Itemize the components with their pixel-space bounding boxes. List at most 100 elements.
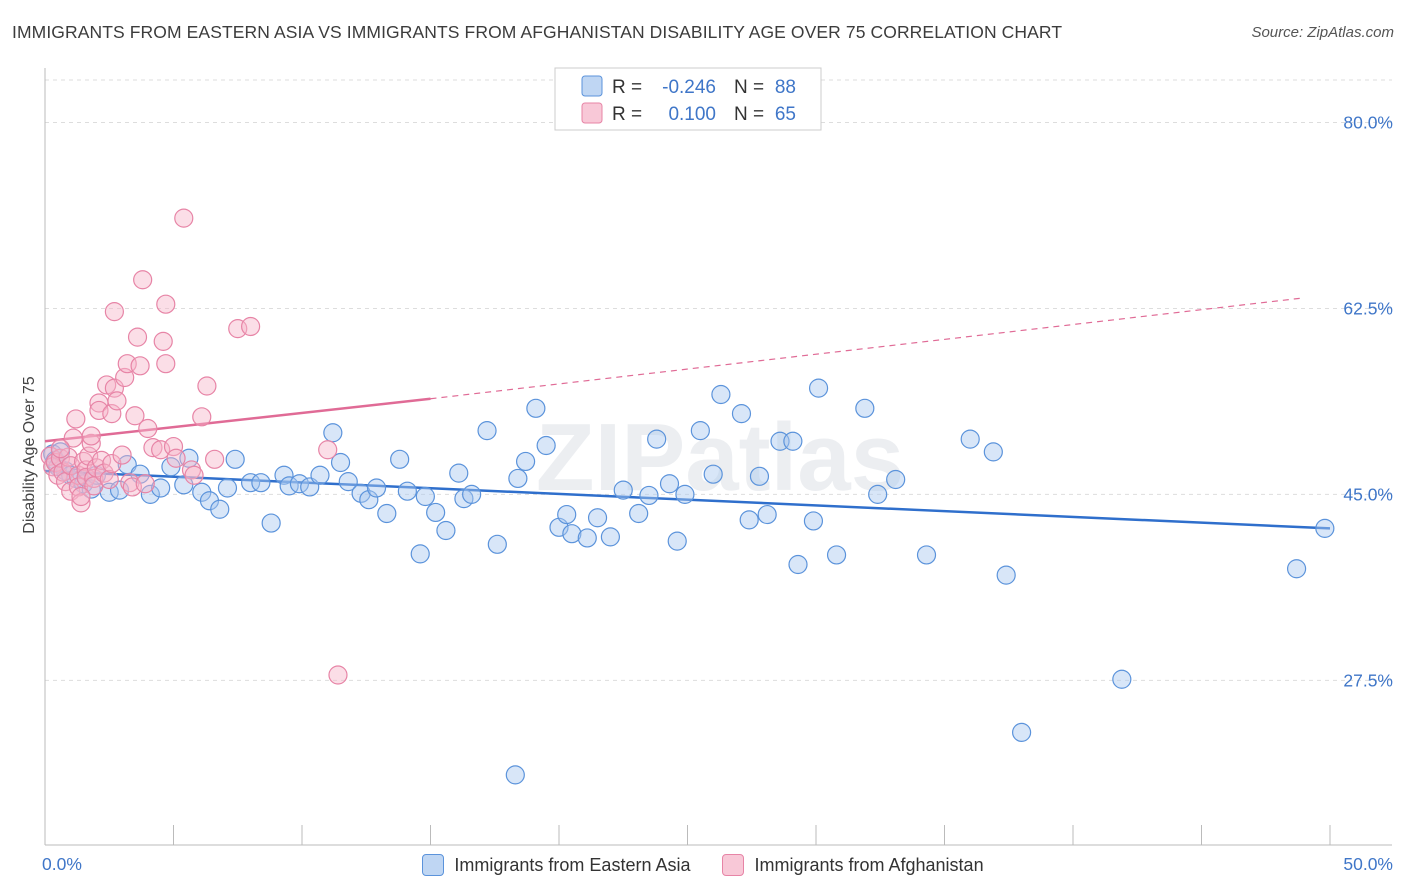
eastern-asia-point <box>1286 559 1307 579</box>
afghanistan-point <box>328 665 348 685</box>
eastern-asia-point <box>983 442 1003 462</box>
eastern-asia-point <box>140 484 160 504</box>
afghanistan-point <box>112 445 132 465</box>
eastern-asia-point <box>526 398 546 418</box>
legend-swatch-pink <box>581 102 603 124</box>
legend-item-afghanistan: Immigrants from Afghanistan <box>722 854 984 876</box>
eastern-asia-point <box>289 474 310 494</box>
eastern-asia-point <box>667 531 687 551</box>
eastern-asia-point <box>868 484 888 504</box>
eastern-asia-point <box>217 478 238 498</box>
eastern-asia-point <box>323 423 343 443</box>
afghanistan-point <box>156 354 176 374</box>
afghanistan-point <box>318 440 338 460</box>
afghanistan-point <box>71 493 91 513</box>
y-axis-label: Disability Age Over 75 <box>21 376 38 534</box>
series-legend: Immigrants from Eastern Asia Immigrants … <box>0 850 1406 880</box>
afghanistan-point <box>174 208 194 228</box>
afghanistan-point <box>102 404 122 424</box>
x-tick-label-min: 0.0% <box>42 854 82 874</box>
eastern-asia-point <box>647 429 667 449</box>
afghanistan-point <box>130 356 150 376</box>
eastern-asia-point <box>174 475 194 495</box>
axes <box>44 68 1392 846</box>
legend-n-value-pink: 65 <box>775 104 796 125</box>
eastern-asia-point <box>338 472 358 492</box>
afghanistan-point <box>104 302 124 322</box>
eastern-asia-point <box>600 527 621 547</box>
legend-label-afghanistan: Immigrants from Afghanistan <box>754 854 984 875</box>
legend-label-eastern-asia: Immigrants from Eastern Asia <box>454 854 691 875</box>
eastern-asia-point <box>855 398 875 418</box>
eastern-asia-point <box>788 554 808 575</box>
eastern-asia-point <box>366 478 387 498</box>
afghanistan-point <box>181 460 202 480</box>
afghanistan-point <box>166 448 186 468</box>
eastern-asia-point <box>703 464 723 484</box>
afghanistan-point <box>61 456 81 476</box>
afghanistan-point <box>197 376 217 396</box>
afghanistan-point <box>133 270 153 290</box>
legend-item-eastern-asia: Immigrants from Eastern Asia <box>422 854 690 876</box>
trend-line-afghanistan <box>44 397 431 443</box>
eastern-asia-point <box>330 452 351 473</box>
eastern-asia-point <box>629 503 649 524</box>
afghanistan-point <box>163 436 184 457</box>
afghanistan-point <box>138 418 158 439</box>
afghanistan-point <box>156 294 176 314</box>
eastern-asia-point <box>397 481 417 501</box>
afghanistan-point <box>81 426 101 446</box>
legend-n-label-pink: N = <box>734 104 764 125</box>
eastern-asia-point <box>996 565 1016 585</box>
eastern-asia-point <box>241 473 261 493</box>
eastern-asia-point <box>1315 518 1335 538</box>
eastern-asia-point <box>426 502 446 523</box>
eastern-asia-point <box>757 504 777 525</box>
legend-swatch-afghanistan <box>722 854 745 876</box>
afghanistan-point <box>125 406 145 426</box>
eastern-asia-point <box>960 429 980 449</box>
afghanistan-point <box>127 327 148 347</box>
eastern-asia-point <box>557 504 577 525</box>
y-tick-labels: 27.5% 45.0% 62.5% 80.0% <box>1343 113 1393 691</box>
eastern-asia-point <box>886 469 906 490</box>
legend-r-label-pink: R = <box>612 104 642 125</box>
eastern-asia-point <box>639 485 659 506</box>
afghanistan-point <box>107 391 127 411</box>
eastern-asia-point <box>487 534 507 554</box>
eastern-asia-point <box>587 508 608 528</box>
eastern-asia-point <box>562 524 582 544</box>
eastern-asia-point <box>675 484 695 504</box>
afghanistan-point <box>50 439 71 459</box>
afghanistan-point <box>97 375 117 395</box>
afghanistan-point <box>184 465 204 485</box>
eastern-asia-point <box>536 435 556 456</box>
eastern-asia-point <box>310 465 330 485</box>
eastern-asia-point <box>351 483 371 503</box>
source-credit: Source: ZipAtlas.com <box>1251 24 1394 41</box>
eastern-asia-point <box>390 449 410 469</box>
eastern-asia-point <box>508 468 528 489</box>
eastern-asia-point <box>436 520 456 541</box>
y-tick-label: 80.0% <box>1343 113 1393 133</box>
afghanistan-point <box>135 474 155 494</box>
legend-swatch-eastern-asia <box>422 854 445 876</box>
eastern-asia-point <box>515 451 536 472</box>
eastern-asia-point <box>577 528 597 548</box>
afghanistan-point <box>143 438 163 458</box>
y-tick-label: 45.0% <box>1343 484 1393 504</box>
afghanistan-point <box>71 486 91 507</box>
x-tick-labels: 0.0% 50.0% <box>42 854 1393 874</box>
watermark: ZIPatlas <box>536 404 904 511</box>
eastern-asia-point <box>916 545 937 565</box>
eastern-asia-point <box>613 480 633 500</box>
afghanistan-point <box>94 463 114 483</box>
trend-line-afghanistan-extrapolated <box>430 297 1305 400</box>
eastern-asia-point <box>739 510 759 530</box>
afghanistan-point <box>48 465 68 485</box>
y-tick-label: 62.5% <box>1343 298 1393 318</box>
eastern-asia-point <box>659 474 680 494</box>
eastern-asia-point <box>151 478 171 498</box>
eastern-asia-point <box>826 545 847 565</box>
